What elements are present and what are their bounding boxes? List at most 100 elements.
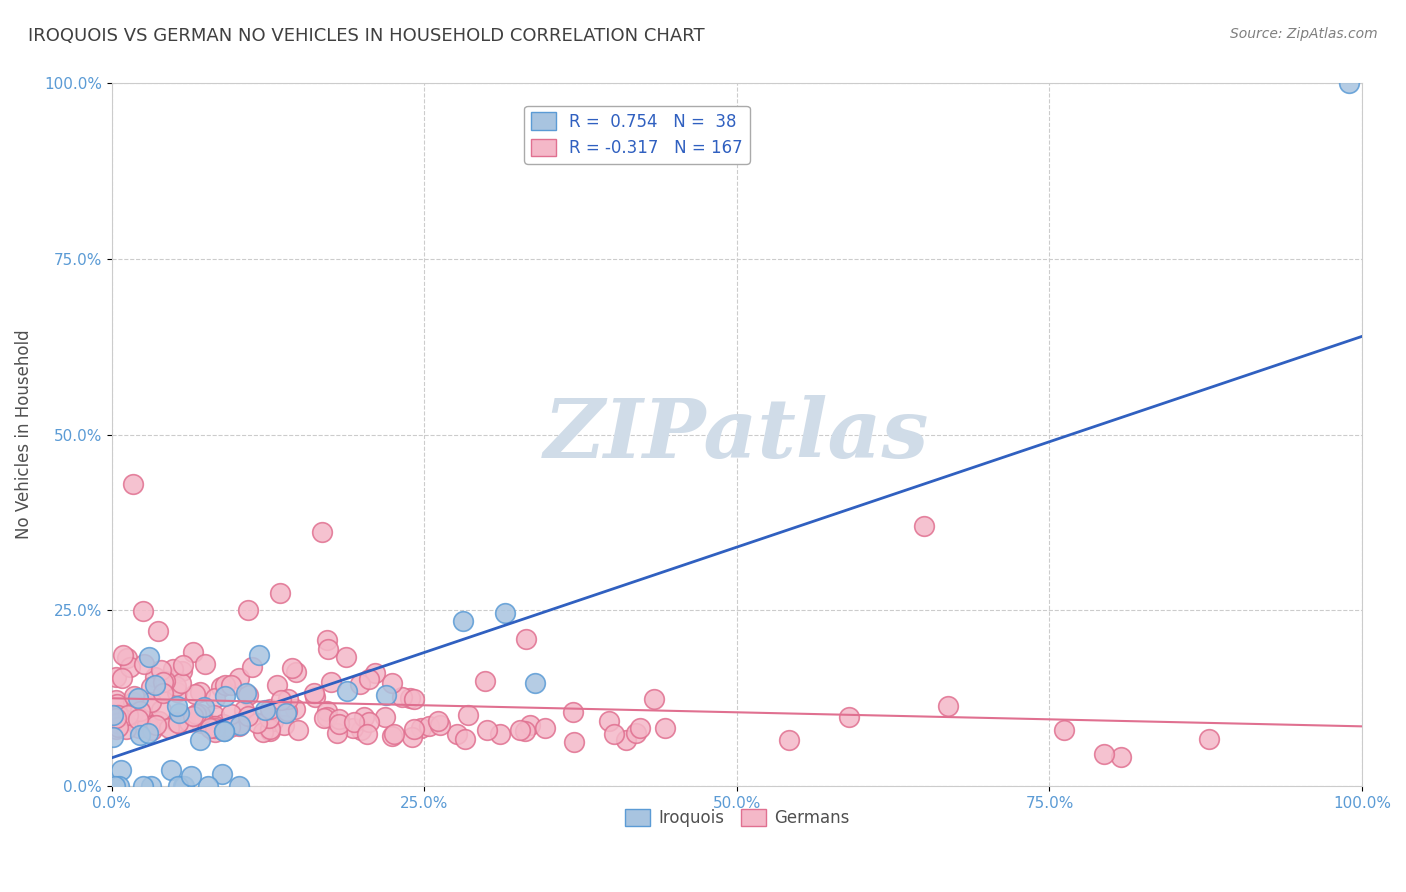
Point bbox=[111, 714, 134, 729]
Point bbox=[165, 679, 187, 693]
Point bbox=[204, 719, 226, 733]
Point bbox=[364, 666, 387, 681]
Point bbox=[214, 690, 236, 704]
Point bbox=[249, 648, 271, 662]
Point bbox=[112, 648, 135, 662]
Point bbox=[181, 644, 204, 658]
Point bbox=[235, 686, 257, 700]
Point bbox=[1198, 731, 1220, 746]
Point bbox=[165, 715, 187, 730]
Point bbox=[229, 717, 252, 731]
Point bbox=[129, 704, 152, 718]
Point bbox=[228, 715, 250, 730]
Point bbox=[166, 779, 188, 793]
Point bbox=[107, 720, 129, 734]
Point bbox=[266, 677, 288, 691]
Point bbox=[391, 690, 413, 704]
Point bbox=[562, 734, 585, 748]
Point bbox=[188, 706, 211, 721]
Point bbox=[128, 728, 150, 742]
Point bbox=[474, 673, 496, 688]
Point bbox=[193, 713, 215, 727]
Point bbox=[475, 723, 498, 738]
Point bbox=[136, 698, 159, 713]
Point bbox=[343, 714, 366, 729]
Point bbox=[321, 674, 343, 689]
Point bbox=[110, 763, 132, 777]
Point bbox=[316, 632, 339, 647]
Point bbox=[277, 691, 299, 706]
Point bbox=[183, 708, 205, 723]
Point bbox=[122, 689, 145, 703]
Point bbox=[141, 723, 163, 737]
Point bbox=[101, 730, 124, 744]
Point bbox=[104, 709, 127, 723]
Point bbox=[132, 779, 155, 793]
Point bbox=[304, 690, 326, 704]
Point bbox=[105, 697, 128, 711]
Point bbox=[276, 706, 298, 720]
Point bbox=[157, 721, 180, 735]
Point bbox=[401, 730, 423, 744]
Point bbox=[108, 779, 131, 793]
Point bbox=[184, 706, 207, 721]
Point bbox=[628, 721, 651, 735]
Point bbox=[236, 603, 259, 617]
Point bbox=[170, 664, 193, 678]
Point bbox=[127, 690, 149, 705]
Point bbox=[534, 722, 557, 736]
Text: Source: ZipAtlas.com: Source: ZipAtlas.com bbox=[1230, 27, 1378, 41]
Point bbox=[259, 724, 281, 739]
Point bbox=[143, 670, 166, 684]
Point bbox=[451, 614, 474, 628]
Point bbox=[204, 724, 226, 739]
Point bbox=[1092, 747, 1115, 762]
Point bbox=[104, 722, 127, 736]
Point bbox=[912, 519, 935, 533]
Point bbox=[228, 779, 250, 793]
Point bbox=[284, 665, 307, 679]
Point bbox=[152, 675, 174, 690]
Y-axis label: No Vehicles in Household: No Vehicles in Household bbox=[15, 330, 32, 540]
Point bbox=[349, 723, 371, 737]
Point bbox=[936, 698, 959, 713]
Point bbox=[269, 585, 291, 599]
Point bbox=[509, 723, 531, 737]
Point bbox=[107, 708, 129, 723]
Point bbox=[353, 710, 375, 724]
Point bbox=[145, 678, 167, 692]
Point bbox=[374, 710, 396, 724]
Point bbox=[121, 476, 143, 491]
Point bbox=[184, 688, 207, 702]
Point bbox=[188, 685, 211, 699]
Point bbox=[276, 704, 298, 718]
Point bbox=[402, 692, 425, 706]
Point bbox=[204, 721, 226, 735]
Point bbox=[180, 769, 202, 783]
Point bbox=[513, 723, 536, 738]
Point bbox=[169, 706, 191, 720]
Point bbox=[253, 703, 276, 717]
Point bbox=[120, 659, 142, 673]
Point bbox=[259, 702, 281, 716]
Point bbox=[252, 724, 274, 739]
Point bbox=[212, 716, 235, 731]
Point bbox=[381, 729, 404, 743]
Point bbox=[281, 661, 304, 675]
Text: ZIPatlas: ZIPatlas bbox=[544, 394, 929, 475]
Point bbox=[108, 712, 131, 726]
Point bbox=[188, 732, 211, 747]
Point bbox=[105, 706, 128, 721]
Point bbox=[402, 722, 425, 736]
Point bbox=[132, 604, 155, 618]
Point bbox=[335, 649, 357, 664]
Point bbox=[152, 686, 174, 700]
Point bbox=[624, 726, 647, 740]
Point bbox=[228, 671, 250, 685]
Point bbox=[328, 712, 350, 726]
Point bbox=[359, 673, 381, 687]
Point bbox=[166, 685, 188, 699]
Point bbox=[523, 675, 546, 690]
Point bbox=[221, 706, 243, 721]
Point bbox=[270, 693, 292, 707]
